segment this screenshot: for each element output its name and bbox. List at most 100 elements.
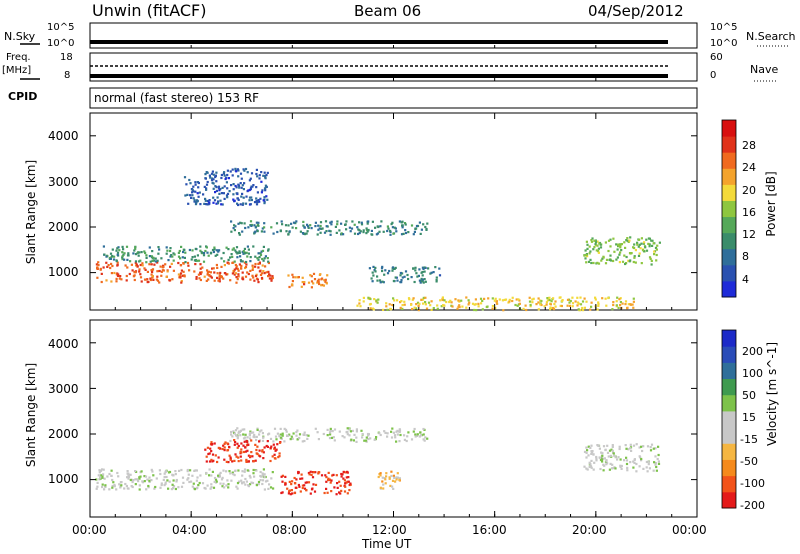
power-pixel: [435, 278, 438, 282]
power-pixel: [594, 239, 597, 242]
power-pixel: [240, 177, 243, 180]
velocity-pixel: [323, 491, 326, 495]
power-pixel: [391, 269, 394, 272]
power-pixel: [416, 275, 419, 278]
power-pixel: [270, 226, 273, 229]
velocity-pixel: [614, 456, 617, 459]
power-pixel: [212, 267, 215, 270]
power-pixel: [191, 256, 194, 259]
velocity-panel: [89, 319, 698, 518]
velocity-pixel: [585, 456, 588, 459]
power-pixel: [233, 270, 236, 273]
power-pixel: [318, 227, 321, 230]
velocity-pixel: [420, 434, 423, 437]
power-pixel: [124, 264, 127, 267]
power-pixel: [643, 241, 646, 244]
velocity-pixel: [601, 452, 604, 455]
power-pixel: [554, 300, 557, 303]
velocity-pixel: [283, 427, 286, 430]
velocity-pixel: [137, 480, 140, 483]
velocity-pixel: [609, 462, 612, 465]
power-pixel: [254, 226, 257, 229]
velocity-pixel: [285, 430, 288, 433]
velocity-pixel: [263, 446, 266, 449]
power-pixel: [400, 279, 403, 282]
velocity-pixel: [210, 474, 213, 477]
velocity-pixel: [393, 434, 397, 437]
velocity-pixel: [186, 468, 189, 472]
power-pixel: [621, 260, 625, 263]
power-pixel: [649, 257, 652, 260]
power-pixel: [260, 171, 263, 174]
power-pixel: [441, 298, 444, 302]
power-pixel: [256, 191, 259, 194]
velocity-pixel: [588, 461, 591, 464]
velocity-pixel: [284, 475, 287, 478]
velocity-pixel: [379, 472, 382, 475]
power-pixel: [120, 278, 123, 281]
power-pixel: [324, 280, 327, 283]
power-pixel: [373, 298, 376, 301]
velocity-pixel: [235, 455, 238, 458]
velocity-pixel: [284, 483, 287, 486]
power-pixel: [197, 259, 201, 262]
velocity-pixel: [396, 429, 399, 432]
power-pixel: [365, 227, 368, 230]
velocity-pixel: [589, 465, 593, 468]
power-pixel: [629, 303, 632, 306]
velocity-pixel: [151, 470, 154, 473]
power-pixel: [129, 260, 132, 263]
power-pixel: [115, 273, 118, 276]
power-pixel: [623, 254, 626, 257]
velocity-pixel: [272, 440, 275, 443]
velocity-pixel: [392, 474, 395, 477]
power-pixel: [243, 169, 246, 172]
power-pixel: [220, 276, 223, 279]
power-pixel: [596, 240, 599, 243]
power-pixel: [156, 275, 159, 278]
velocity-pixel: [259, 479, 262, 482]
power-pixel: [584, 249, 587, 252]
velocity-pixel: [143, 475, 146, 478]
power-pixel: [438, 267, 441, 270]
velocity-pixel: [339, 484, 342, 487]
power-pixel: [348, 226, 351, 229]
velocity-pixel: [192, 482, 195, 485]
velocity-pixel: [620, 464, 623, 468]
power-pixel: [229, 279, 232, 282]
power-pixel: [401, 304, 404, 307]
velocity-pixel: [247, 443, 250, 446]
power-pixel: [259, 252, 262, 255]
velocity-pixel: [148, 476, 151, 479]
power-pixel: [151, 275, 154, 278]
velocity-pixel: [422, 433, 425, 436]
power-pixel: [301, 281, 304, 284]
velocity-pixel: [355, 428, 358, 431]
velocity-pixel: [627, 448, 630, 451]
velocity-pixel: [144, 475, 148, 478]
power-pixel: [193, 270, 196, 273]
power-pixel: [241, 260, 244, 263]
velocity-pixel: [262, 436, 265, 439]
velocity-pixel: [111, 484, 114, 488]
power-pixel: [263, 171, 266, 174]
velocity-pixel: [233, 443, 236, 446]
power-pixel: [281, 223, 284, 226]
power-pixel: [392, 232, 395, 235]
velocity-pixel: [305, 489, 308, 492]
velocity-pixel: [346, 470, 349, 473]
velocity-pixel: [638, 446, 641, 449]
power-pixel: [465, 296, 468, 299]
velocity-pixel: [301, 484, 304, 487]
velocity-pixel: [281, 434, 284, 437]
velocity-pixel: [648, 467, 651, 470]
power-pixel: [309, 224, 312, 227]
velocity-pixel: [262, 468, 265, 471]
velocity-pixel: [312, 471, 315, 474]
power-pixel: [380, 220, 383, 223]
velocity-pixel: [240, 479, 243, 482]
velocity-pixel: [120, 484, 123, 487]
power-pixel: [237, 275, 240, 278]
velocity-pixel: [602, 463, 605, 466]
power-pixel: [583, 254, 586, 257]
